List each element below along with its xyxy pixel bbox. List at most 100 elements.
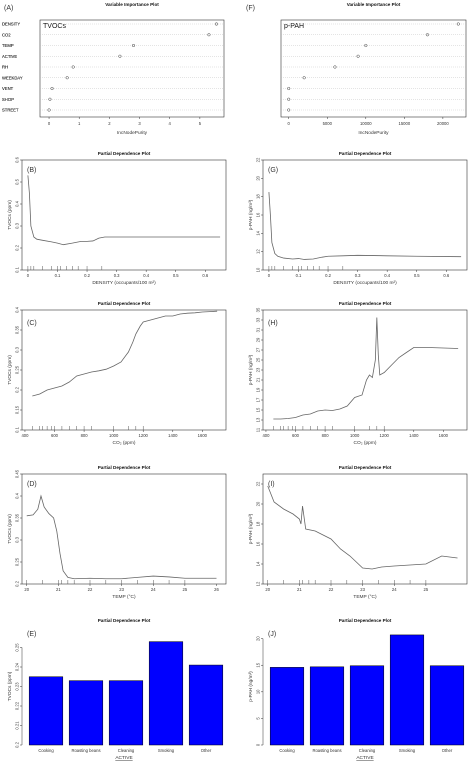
y-tick-label: 0.2 (15, 580, 20, 586)
dot-point (356, 54, 360, 58)
series-line (26, 494, 217, 580)
y-tick-label: 14 (256, 561, 261, 566)
y-axis-label: TVOCs (ppm) (7, 514, 13, 544)
dot-point (47, 108, 51, 112)
x-tick-label: 800 (81, 433, 89, 438)
variable-label: VENT (2, 86, 14, 91)
variable-label: ACTIVE (2, 54, 17, 59)
x-tick-label: Other (201, 748, 212, 753)
y-tick-label: 33 (256, 317, 261, 322)
dot-point (48, 97, 52, 101)
x-tick-label: 20 (265, 587, 270, 592)
plot-frame (21, 159, 227, 271)
x-tick-label: 0.4 (384, 273, 390, 278)
x-axis-label: CO₂ (ppm) (113, 440, 136, 446)
y-tick-label: 0.21 (15, 721, 20, 730)
bar (309, 666, 345, 746)
y-tick-label: 17 (256, 397, 261, 402)
y-axis-label: p-PAH (ng/m³) (248, 354, 254, 385)
variable-label: CO2 (2, 32, 11, 37)
chart-D: (D) Partial Dependence Plot 20 21 22 23 24 25 26… (7, 465, 227, 600)
plot-frame (262, 309, 468, 431)
plot-frame (21, 473, 227, 585)
y-tick-label: 20 (256, 501, 261, 506)
x-tick-label: 1400 (168, 433, 178, 438)
chart-title: Partial Dependence Plot (98, 465, 151, 470)
dot-point (207, 33, 211, 37)
bar (269, 667, 305, 746)
plot-frame (262, 473, 468, 585)
y-tick-label: 20 (256, 636, 261, 641)
variable-label: WEEKDAY (2, 75, 23, 80)
x-tick-label: 1000 (109, 433, 119, 438)
chart-G: (G) Partial Dependence Plot 0 0.1 0.2 0.3 0.4 0… (248, 151, 468, 286)
y-tick-label: 0.35 (15, 513, 20, 522)
x-tick-label: 1200 (139, 433, 149, 438)
dot-point (333, 65, 337, 69)
chart-tag: TVOCs (43, 23, 66, 30)
y-tick-label: 0.2 (15, 244, 20, 250)
x-tick-label: 0 (288, 121, 291, 126)
x-tick-label: 0.3 (355, 273, 361, 278)
y-tick-label: 0.4 (15, 492, 20, 498)
chart-F: (F) Variable Importance Plot p-PAH DENSITY C… (2, 2, 467, 136)
x-tick-label: 0 (268, 273, 271, 278)
y-tick-label: 31 (256, 327, 261, 332)
y-tick-label: 15 (256, 407, 261, 412)
chart-tag: p-PAH (284, 23, 304, 30)
panel-label: (J) (268, 631, 276, 638)
chart-title: Variable Importance Plot (347, 2, 401, 7)
panel-label: (H) (268, 320, 278, 327)
dot-point (287, 108, 291, 112)
variable-label: STREET (2, 108, 19, 113)
x-axis-label: TEMP (°C) (353, 594, 377, 600)
dot-point (302, 76, 306, 80)
x-tick-label: 0 (48, 121, 51, 126)
chart-title: Partial Dependence Plot (339, 618, 392, 623)
y-axis-label: TVOCs (ppm) (7, 355, 13, 385)
chart-A: (A) Variable Importance Plot TVOCs DENSITY C… (2, 2, 225, 136)
x-tick-label: Cooking (279, 748, 295, 753)
x-tick-label: 24 (392, 587, 397, 592)
x-tick-label: 3 (138, 121, 141, 126)
variable-label: SHOP (2, 97, 14, 102)
chart-H: (H) Partial Dependence Plot 400 600 800 1000 1… (248, 301, 468, 446)
x-tick-label: 0.4 (143, 273, 149, 278)
y-axis-label: p-PAH (ng/m³) (248, 199, 254, 230)
y-tick-label: 0.3 (15, 222, 20, 228)
chart-E: (E) Partial Dependence Plot 0.2 0.21 0.22 0.2… (7, 618, 224, 761)
dot-point (287, 97, 291, 101)
x-tick-label: 1400 (409, 433, 419, 438)
y-tick-label: 0.2 (15, 741, 20, 747)
x-tick-label: 22 (88, 587, 93, 592)
x-axis-label: CO₂ (ppm) (354, 440, 377, 446)
x-tick-label: 25 (183, 587, 188, 592)
bar (148, 641, 184, 746)
y-tick-label: 15 (256, 662, 261, 667)
y-tick-label: 0.5 (15, 178, 20, 184)
y-tick-label: 22 (256, 157, 261, 162)
x-tick-label: 1200 (380, 433, 390, 438)
dot-point (425, 33, 430, 37)
y-tick-label: 25 (256, 357, 261, 362)
variable-label: STREET (2, 108, 19, 113)
x-tick-label: 25 (424, 587, 429, 592)
x-axis-label: ACTIVE (115, 755, 132, 761)
x-tick-label: 0.2 (325, 273, 331, 278)
dot-point (456, 22, 460, 26)
x-tick-label: 0.6 (443, 273, 449, 278)
dot-point (131, 43, 136, 48)
x-tick-label: 24 (151, 587, 156, 592)
x-tick-label: 23 (360, 587, 365, 592)
y-tick-label: 19 (256, 387, 261, 392)
y-tick-label: 0.6 (15, 156, 20, 162)
x-tick-label: 5000 (323, 121, 333, 126)
x-tick-label: 26 (214, 587, 219, 592)
x-tick-label: 0.5 (414, 273, 420, 278)
y-tick-label: 22 (256, 481, 261, 486)
x-tick-label: 800 (322, 433, 330, 438)
x-axis-label: ACTIVE (356, 755, 373, 761)
dot-point (71, 65, 75, 69)
y-tick-label: 0.4 (15, 306, 20, 312)
x-tick-label: 400 (262, 433, 270, 438)
